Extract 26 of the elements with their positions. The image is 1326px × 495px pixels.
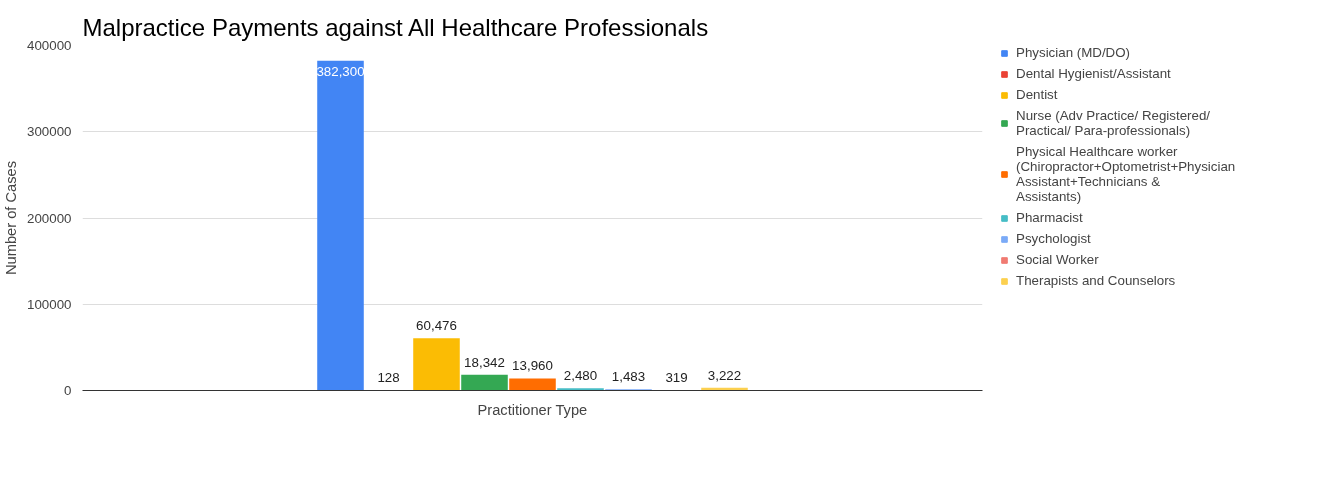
data-label: 13,960 bbox=[512, 358, 553, 374]
data-label: 128 bbox=[377, 370, 400, 386]
data-label: 382,300 bbox=[316, 63, 365, 79]
legend-label: Physical Healthcare worker (Chiropractor+Optometrist+Physician Assistant+Technicians & Assistants) bbox=[1016, 144, 1236, 204]
y-axis-title: Number of Cases bbox=[3, 160, 20, 276]
legend-label: Therapists and Counselors bbox=[1016, 273, 1176, 288]
y-tick-label: 400000 bbox=[27, 38, 72, 53]
y-tick-label: 0 bbox=[64, 383, 72, 398]
data-label: 2,480 bbox=[563, 368, 598, 384]
data-label: 1,483 bbox=[611, 369, 646, 385]
data-label: 60,476 bbox=[416, 318, 457, 334]
data-label: 3,222 bbox=[707, 367, 742, 383]
y-tick-label: 300000 bbox=[27, 124, 72, 140]
legend-label: Psychologist bbox=[1016, 231, 1091, 246]
legend-label: Pharmacist bbox=[1016, 210, 1083, 225]
y-tick-label: 100000 bbox=[27, 296, 72, 312]
legend-label: Dentist bbox=[1016, 87, 1058, 102]
chart-title: Malpractice Payments against All Healthcare Professionals bbox=[82, 13, 709, 41]
legend-label: Nurse (Adv Practice/ Registered/ Practical/ Para-professionals) bbox=[1016, 108, 1211, 138]
legend-label: Physician (MD/DO) bbox=[1016, 45, 1131, 60]
data-label: 18,342 bbox=[464, 354, 505, 370]
legend-label: Dental Hygienist/Assistant bbox=[1016, 66, 1171, 81]
x-axis-title: Practitioner Type bbox=[477, 401, 588, 418]
data-label: 319 bbox=[665, 370, 688, 386]
y-tick-label: 200000 bbox=[27, 210, 72, 226]
legend-label: Social Worker bbox=[1016, 252, 1099, 267]
